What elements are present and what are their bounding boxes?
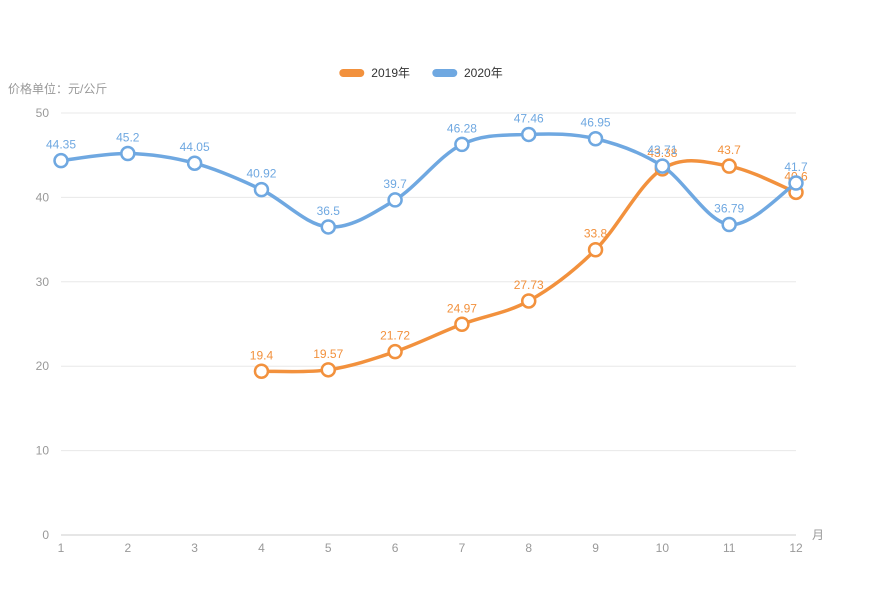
point-label-2019年: 21.72 <box>380 329 410 343</box>
point-label-2020年: 45.2 <box>116 131 140 145</box>
point-label-2019年: 33.8 <box>584 227 608 241</box>
point-label-2020年: 36.79 <box>714 201 744 215</box>
x-tick-label: 11 <box>723 541 736 555</box>
data-point-2019年[interactable] <box>454 316 470 333</box>
point-label-2020年: 46.95 <box>581 116 611 130</box>
y-tick-label: 40 <box>36 190 50 204</box>
legend-label-2020: 2020年 <box>464 66 503 80</box>
point-label-2020年: 40.92 <box>246 167 276 181</box>
legend-label-2019: 2019年 <box>371 66 410 80</box>
point-label-2020年: 44.35 <box>46 138 76 152</box>
y-axis-unit-label: 价格单位：元/公斤 <box>8 82 108 96</box>
legend-marker-2020 <box>432 68 457 77</box>
point-label-2020年: 39.7 <box>383 177 407 191</box>
data-point-2020年[interactable] <box>120 145 136 162</box>
x-axis-name: 月 <box>812 528 824 542</box>
data-point-2019年[interactable] <box>387 343 403 360</box>
data-point-2019年[interactable] <box>587 241 604 258</box>
point-label-2020年: 44.05 <box>180 140 210 154</box>
data-point-2020年[interactable] <box>53 152 69 169</box>
y-tick-label: 20 <box>36 359 50 373</box>
data-point-2019年[interactable] <box>721 158 737 174</box>
point-label-2020年: 46.28 <box>447 121 477 135</box>
chart-legend: 2019年 2020年 <box>339 64 503 81</box>
point-label-2019年: 43.38 <box>647 146 677 160</box>
data-point-2019年[interactable] <box>520 293 537 309</box>
legend-marker-2019 <box>339 68 365 77</box>
legend-item-2020[interactable]: 2020年 <box>432 64 503 81</box>
point-label-2019年: 24.97 <box>447 301 477 315</box>
x-tick-label: 6 <box>392 541 399 555</box>
data-point-2020年[interactable] <box>654 158 671 174</box>
data-point-2020年[interactable] <box>520 126 537 143</box>
point-label-2019年: 27.73 <box>514 278 544 292</box>
x-tick-label: 5 <box>325 541 332 555</box>
x-tick-label: 12 <box>789 541 803 555</box>
x-tick-label: 9 <box>592 541 599 555</box>
series-line-2019年[interactable] <box>259 158 798 374</box>
y-tick-label: 10 <box>36 444 50 458</box>
point-label-2019年: 19.4 <box>250 348 274 362</box>
data-point-2020年[interactable] <box>454 136 470 153</box>
data-point-2020年[interactable] <box>186 155 203 171</box>
point-label-2019年: 43.7 <box>718 143 742 157</box>
point-label-2020年: 41.7 <box>784 160 808 174</box>
x-tick-label: 3 <box>191 541 198 555</box>
y-tick-label: 30 <box>36 275 50 289</box>
data-point-2019年[interactable] <box>253 363 270 380</box>
series-line-2020年[interactable] <box>59 132 798 229</box>
point-label-2020年: 43.71 <box>647 143 677 157</box>
y-tick-label: 50 <box>36 106 50 120</box>
legend-item-2019[interactable]: 2019年 <box>339 64 410 81</box>
point-label-2019年: 19.57 <box>313 347 343 361</box>
point-label-2020年: 47.46 <box>514 111 544 125</box>
x-tick-label: 7 <box>459 541 466 555</box>
data-point-2020年[interactable] <box>788 175 804 191</box>
x-tick-label: 1 <box>58 541 65 555</box>
x-tick-label: 2 <box>124 541 131 555</box>
y-tick-label: 0 <box>42 528 49 542</box>
x-tick-label: 8 <box>525 541 532 555</box>
data-point-2020年[interactable] <box>721 216 737 233</box>
point-label-2020年: 36.5 <box>317 204 341 218</box>
data-point-2020年[interactable] <box>253 181 270 198</box>
data-point-2020年[interactable] <box>387 192 403 208</box>
data-point-2019年[interactable] <box>320 362 337 378</box>
data-point-2020年[interactable] <box>320 219 337 235</box>
x-tick-label: 4 <box>258 541 265 555</box>
data-point-2020年[interactable] <box>587 130 604 147</box>
x-tick-label: 10 <box>656 541 670 555</box>
